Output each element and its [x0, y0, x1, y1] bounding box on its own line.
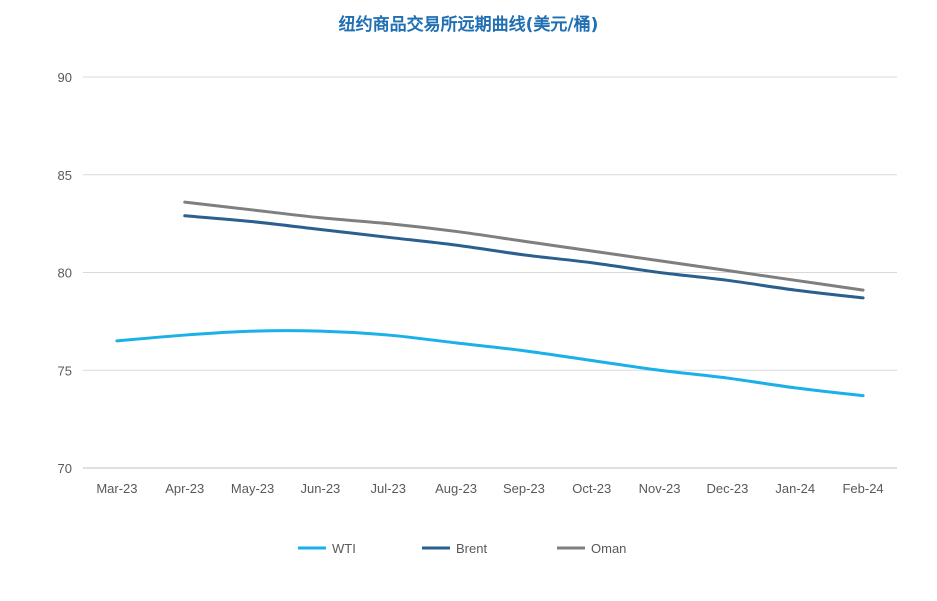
x-tick-label: May-23 — [231, 481, 274, 496]
series-line-brent — [183, 214, 865, 300]
x-tick-label: Apr-23 — [165, 481, 204, 496]
y-axis-ticks: 70 75 80 85 90 — [58, 70, 72, 476]
x-tick-label: Oct-23 — [572, 481, 611, 496]
series-lines — [115, 200, 865, 398]
y-tick-label: 70 — [58, 461, 72, 476]
series-line-oman — [183, 200, 865, 292]
x-axis-ticks: Mar-23 Apr-23 May-23 Jun-23 Jul-23 Aug-23 Sep-… — [96, 481, 883, 496]
gridlines — [83, 76, 897, 469]
y-tick-label: 85 — [58, 168, 72, 183]
y-tick-label: 80 — [58, 266, 72, 281]
x-tick-label: Mar-23 — [96, 481, 137, 496]
legend-label-brent: Brent — [456, 541, 487, 556]
series-line-wti — [115, 329, 865, 398]
x-tick-label: Aug-23 — [435, 481, 477, 496]
x-tick-label: Dec-23 — [706, 481, 748, 496]
x-tick-label: Jul-23 — [371, 481, 406, 496]
chart-title: 纽约商品交易所远期曲线(美元/桶) — [338, 15, 599, 35]
y-tick-label: 90 — [58, 70, 72, 85]
x-tick-label: Sep-23 — [503, 481, 545, 496]
x-tick-label: Nov-23 — [639, 481, 681, 496]
legend-label-wti: WTI — [332, 541, 356, 556]
legend-label-oman: Oman — [591, 541, 626, 556]
x-tick-label: Jan-24 — [775, 481, 815, 496]
x-tick-label: Jun-23 — [301, 481, 341, 496]
x-tick-label: Feb-24 — [842, 481, 883, 496]
legend: WTI Brent Oman — [298, 541, 626, 556]
y-tick-label: 75 — [58, 363, 72, 378]
